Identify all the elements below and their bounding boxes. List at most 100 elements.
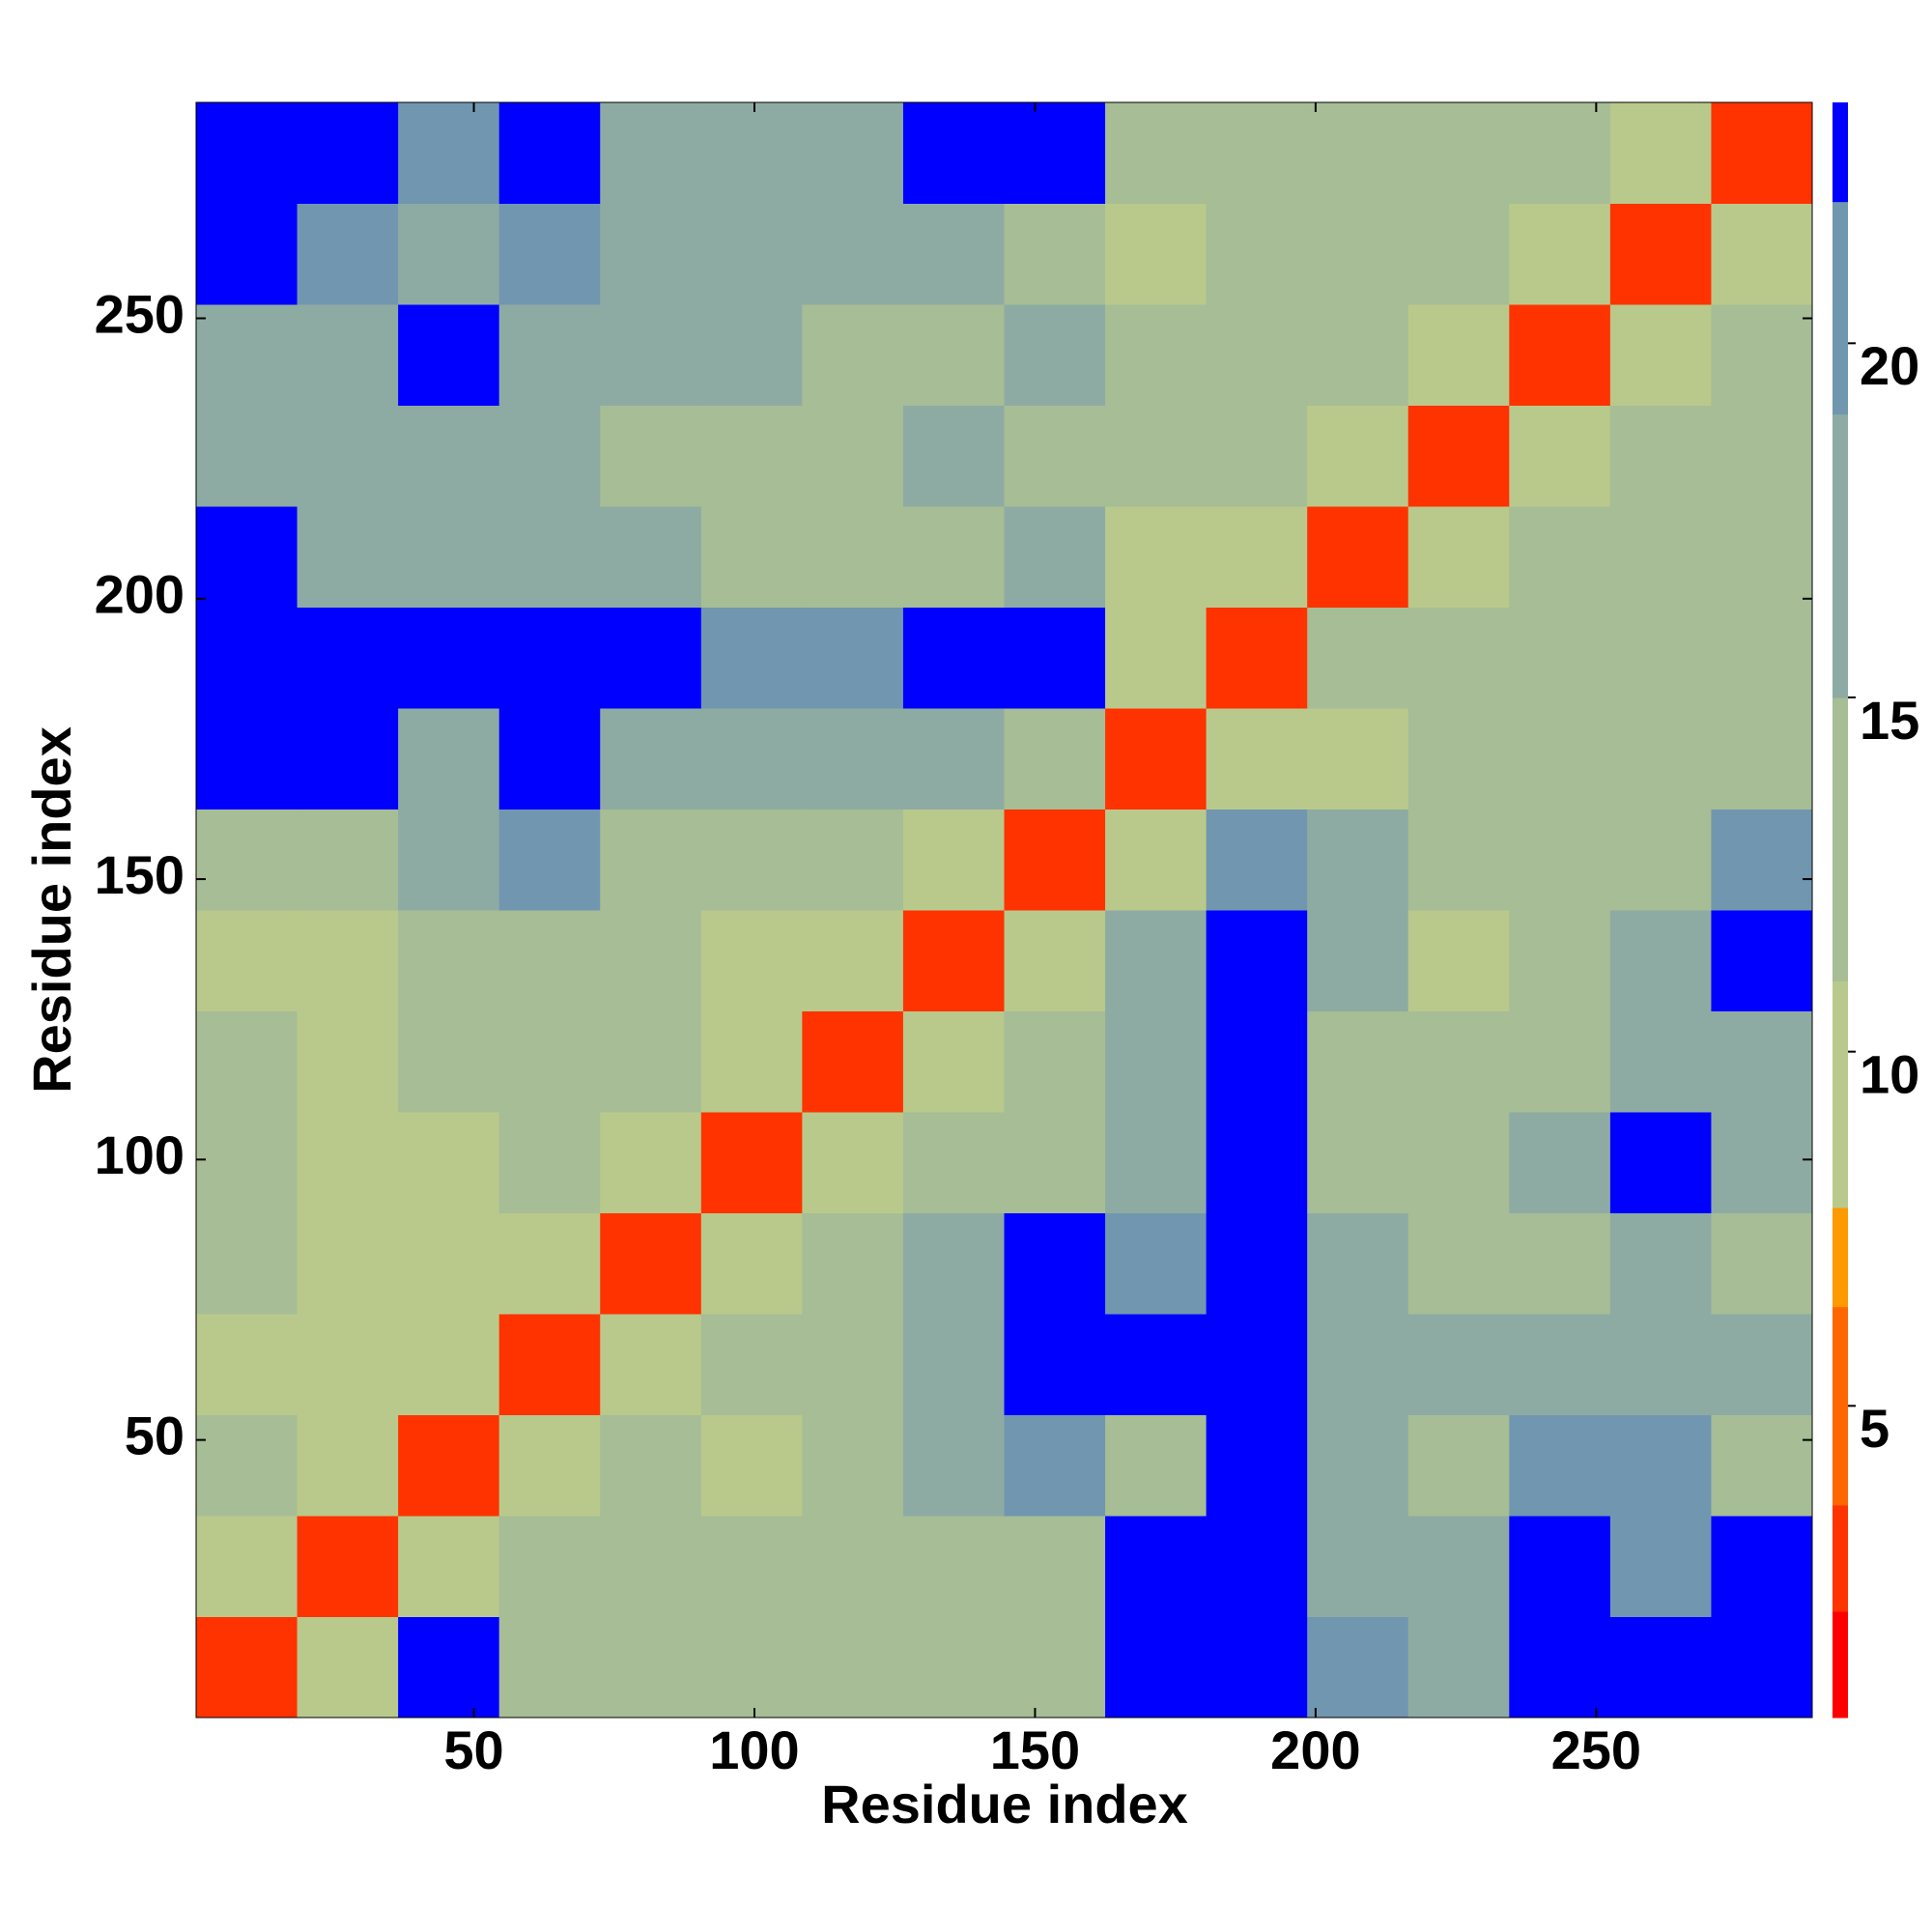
heatmap-cell xyxy=(1509,1414,1611,1517)
heatmap-cell xyxy=(498,1616,601,1719)
heatmap-cell xyxy=(1609,1112,1712,1213)
heatmap-cell xyxy=(902,506,1005,608)
heatmap-cell xyxy=(1609,102,1712,204)
heatmap-cell xyxy=(1307,708,1409,810)
heatmap-cell xyxy=(1609,607,1712,709)
heatmap-cell xyxy=(902,304,1005,406)
heatmap-cell xyxy=(1307,102,1409,204)
heatmap-cell xyxy=(498,1414,601,1517)
heatmap-cell xyxy=(1711,1616,1813,1719)
heatmap-cell xyxy=(1004,1516,1106,1617)
heatmap-cell xyxy=(1004,203,1106,305)
heatmap-cell xyxy=(802,405,904,507)
heatmap-cell xyxy=(1407,1516,1510,1617)
heatmap-cell xyxy=(498,102,601,204)
heatmap-cell xyxy=(1206,708,1308,810)
heatmap-cell xyxy=(297,1414,399,1517)
heatmap-cell xyxy=(1609,910,1712,1011)
heatmap-cell xyxy=(498,1516,601,1617)
heatmap-cell xyxy=(1105,1314,1208,1415)
heatmap-cell xyxy=(297,102,399,204)
heatmap-cell xyxy=(902,1616,1005,1719)
heatmap-cell xyxy=(1004,607,1106,709)
heatmap-cell xyxy=(398,1616,500,1719)
heatmap-cell xyxy=(600,1516,702,1617)
heatmap-cell xyxy=(196,910,298,1011)
plot-frame xyxy=(195,101,1813,1719)
heatmap-cell xyxy=(1407,607,1510,709)
heatmap-cell xyxy=(196,203,298,305)
heatmap-cell xyxy=(297,1516,399,1617)
heatmap-cell xyxy=(600,809,702,911)
heatmap-cell xyxy=(1105,304,1208,406)
heatmap-cell xyxy=(1609,1010,1712,1113)
x-tick-label: 100 xyxy=(709,1719,799,1780)
heatmap-cell xyxy=(1105,1010,1208,1113)
heatmap-cell xyxy=(1509,405,1611,507)
heatmap-cell xyxy=(1004,1010,1106,1113)
heatmap-cell xyxy=(802,1212,904,1315)
heatmap-cell xyxy=(1509,1112,1611,1213)
heatmap-cell xyxy=(802,809,904,911)
heatmap-cell xyxy=(802,1616,904,1719)
heatmap-cell xyxy=(297,809,399,911)
heatmap-cell xyxy=(196,1314,298,1415)
heatmap-cell xyxy=(1307,910,1409,1011)
y-tick-label: 200 xyxy=(95,564,185,625)
heatmap-cell xyxy=(1206,1414,1308,1517)
heatmap-cell xyxy=(700,1314,803,1415)
heatmap-cell xyxy=(1004,1616,1106,1719)
heatmap-cell xyxy=(902,1414,1005,1517)
heatmap-cell xyxy=(498,1010,601,1113)
heatmap-cell xyxy=(1307,809,1409,911)
heatmap-cell xyxy=(398,1414,500,1517)
heatmap-cell xyxy=(1407,506,1510,608)
heatmap-cell xyxy=(297,405,399,507)
heatmap-cell xyxy=(902,102,1005,204)
heatmap-cell xyxy=(802,1414,904,1517)
heatmap-cell xyxy=(1206,102,1308,204)
heatmap-cell xyxy=(1509,910,1611,1011)
heatmap-cell xyxy=(1206,910,1308,1011)
heatmap-cell xyxy=(802,1010,904,1113)
heatmap-cell xyxy=(1307,607,1409,709)
heatmap-cell xyxy=(1407,809,1510,911)
heatmap-cell xyxy=(1407,1414,1510,1517)
heatmap-cell xyxy=(1609,506,1712,608)
heatmap-cell xyxy=(700,1010,803,1113)
heatmap-cell xyxy=(196,1414,298,1517)
heatmap-cell xyxy=(498,1112,601,1213)
colorbar-band xyxy=(1833,1306,1848,1506)
heatmap-cell xyxy=(398,607,500,709)
colorbar-band xyxy=(1833,102,1848,203)
heatmap-cell xyxy=(1407,1112,1510,1213)
heatmap-cell xyxy=(1206,1516,1308,1617)
heatmap-cell xyxy=(1609,809,1712,911)
y-tick-label: 100 xyxy=(95,1124,185,1185)
colorbar-band xyxy=(1833,697,1848,981)
x-axis-title: Residue index xyxy=(821,1774,1188,1834)
heatmap-cell xyxy=(1004,708,1106,810)
heatmap-cell xyxy=(1307,1112,1409,1213)
heatmap-cell xyxy=(1711,102,1813,204)
heatmap-cell xyxy=(1509,1010,1611,1113)
heatmap-cell xyxy=(498,607,601,709)
heatmap-cell xyxy=(802,1516,904,1617)
heatmap-cell xyxy=(600,1112,702,1213)
heatmap-cell xyxy=(398,1314,500,1415)
heatmap-cell xyxy=(196,102,298,204)
heatmap-cell xyxy=(498,405,601,507)
heatmap-cell xyxy=(802,506,904,608)
heatmap-cell xyxy=(498,809,601,911)
heatmap-cell xyxy=(700,506,803,608)
heatmap-cell xyxy=(297,1112,399,1213)
heatmap-cell xyxy=(498,1212,601,1315)
heatmap-cell xyxy=(902,405,1005,507)
heatmap-cell xyxy=(1609,1516,1712,1617)
heatmap-cell xyxy=(1509,809,1611,911)
heatmap-cell xyxy=(398,203,500,305)
heatmap-cell xyxy=(398,708,500,810)
heatmap-cell xyxy=(1105,708,1208,810)
heatmap-cell xyxy=(902,607,1005,709)
